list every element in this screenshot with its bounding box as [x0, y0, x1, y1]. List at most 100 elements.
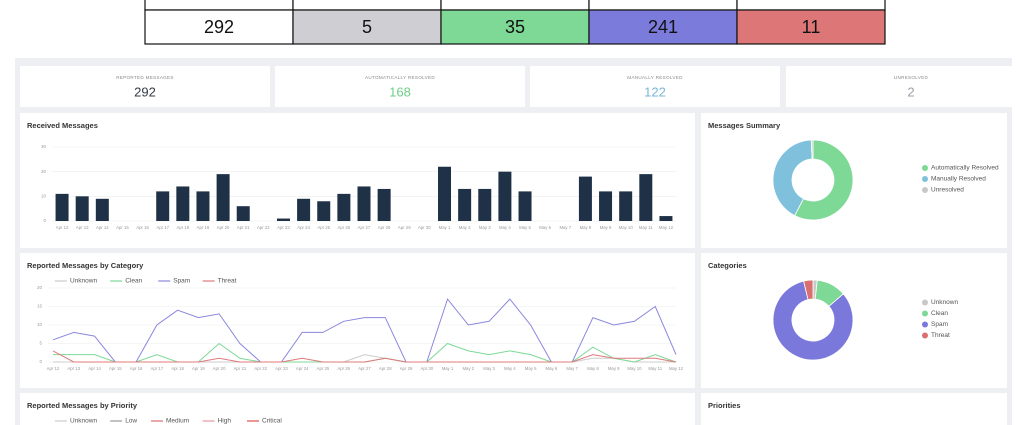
x-tick-label: Apr 29	[400, 366, 413, 371]
legend-label: Clean	[931, 310, 948, 317]
x-tick-label: May 7	[566, 366, 578, 371]
x-tick-label: May 4	[499, 225, 511, 230]
bar	[176, 186, 190, 221]
legend-label: High	[218, 418, 232, 425]
x-tick-label: Apr 28	[378, 225, 391, 230]
x-tick-label: May 5	[519, 225, 531, 230]
bar	[276, 218, 290, 221]
x-tick-label: Apr 22	[254, 366, 267, 371]
legend-swatch	[922, 321, 928, 328]
bar	[478, 188, 492, 221]
x-tick-label: Apr 17	[150, 366, 163, 371]
legend-label: Unknown	[70, 278, 97, 285]
x-tick-label: Apr 28	[379, 366, 392, 371]
kpi-label: MANUALLY RESOLVED	[627, 75, 683, 80]
x-tick-label: Apr 18	[177, 225, 190, 230]
x-tick-label: Apr 12	[47, 366, 60, 371]
table-cell	[440, 9, 590, 45]
legend-label: Unknown	[931, 299, 958, 306]
bar	[498, 171, 512, 221]
y-tick-label: 20	[37, 285, 43, 290]
x-tick-label: Apr 19	[192, 366, 205, 371]
legend-swatch	[922, 332, 928, 339]
bar	[337, 193, 351, 221]
x-tick-label: Apr 21	[237, 225, 250, 230]
x-tick-label: May 1	[442, 366, 454, 371]
x-tick-label: May 11	[648, 366, 662, 371]
bar	[55, 193, 69, 221]
x-tick-label: May 12	[659, 225, 674, 230]
x-tick-label: May 6	[539, 225, 551, 230]
panel	[701, 393, 1007, 425]
x-tick-label: Apr 22	[257, 225, 270, 230]
x-tick-label: Apr 20	[217, 225, 230, 230]
x-tick-label: Apr 16	[136, 225, 149, 230]
panel	[20, 393, 695, 425]
x-tick-label: Apr 17	[156, 225, 169, 230]
x-tick-label: May 10	[619, 225, 634, 230]
x-tick-label: Apr 26	[338, 225, 351, 230]
panel-title: Reported Messages by Category	[27, 261, 144, 270]
y-tick-label: 30	[41, 144, 47, 149]
x-tick-label: May 4	[504, 366, 516, 371]
kpi-label: UNRESOLVED	[894, 75, 929, 80]
legend-label: Automatically Resolved	[931, 165, 999, 172]
bar	[196, 191, 210, 221]
x-tick-label: May 3	[479, 225, 491, 230]
bar	[639, 174, 653, 221]
legend-label: Threat	[218, 278, 237, 285]
x-tick-label: May 9	[608, 366, 620, 371]
legend-label: Manually Resolved	[931, 176, 986, 183]
legend-label: Clean	[125, 278, 142, 285]
donut-slice	[794, 139, 854, 221]
table-cell-text: 35	[505, 17, 525, 37]
panel-title: Reported Messages by Priority	[27, 401, 138, 410]
bar	[619, 191, 633, 221]
x-tick-label: May 9	[600, 225, 612, 230]
legend-label: Unknown	[70, 418, 97, 425]
x-tick-label: Apr 16	[130, 366, 143, 371]
table-header-cell	[292, 0, 442, 11]
table-cell-text: 292	[204, 17, 234, 37]
bar	[156, 191, 170, 221]
table-cell-text: 11	[802, 17, 821, 37]
table-cell-text: 241	[648, 17, 678, 37]
x-tick-label: Apr 13	[76, 225, 89, 230]
x-tick-label: May 7	[559, 225, 571, 230]
x-tick-label: Apr 15	[109, 366, 122, 371]
bar	[216, 174, 230, 221]
table-cell	[736, 9, 886, 45]
legend-label: Medium	[166, 418, 189, 425]
legend-label: Critical	[262, 418, 282, 425]
donut-slice	[772, 280, 854, 361]
kpi-value: 292	[134, 84, 156, 99]
series-line	[52, 350, 677, 363]
panel-title: Received Messages	[27, 121, 98, 130]
x-tick-label: May 12	[669, 366, 684, 371]
x-tick-label: Apr 23	[275, 366, 288, 371]
bar	[236, 206, 250, 221]
y-tick-label: 15	[37, 304, 43, 309]
x-tick-label: Apr 14	[88, 366, 101, 371]
x-tick-label: May 2	[459, 225, 471, 230]
x-tick-label: Apr 29	[398, 225, 411, 230]
panel	[701, 253, 1007, 388]
kpi-label: REPORTED MESSAGES	[116, 75, 174, 80]
y-tick-label: 20	[41, 169, 47, 174]
x-tick-label: Apr 27	[358, 225, 371, 230]
panel-title: Categories	[708, 261, 747, 270]
x-tick-label: May 1	[439, 225, 451, 230]
table-header-cell	[440, 0, 590, 11]
x-tick-label: Apr 12	[56, 225, 69, 230]
legend-label: Spam	[173, 278, 190, 285]
y-tick-label: 0	[39, 359, 42, 364]
x-tick-label: Apr 26	[337, 366, 350, 371]
x-tick-label: May 8	[580, 225, 592, 230]
x-tick-label: Apr 15	[116, 225, 129, 230]
x-tick-label: Apr 24	[296, 366, 309, 371]
kpi-card	[275, 66, 525, 107]
bar	[599, 191, 613, 221]
x-tick-label: May 10	[627, 366, 642, 371]
